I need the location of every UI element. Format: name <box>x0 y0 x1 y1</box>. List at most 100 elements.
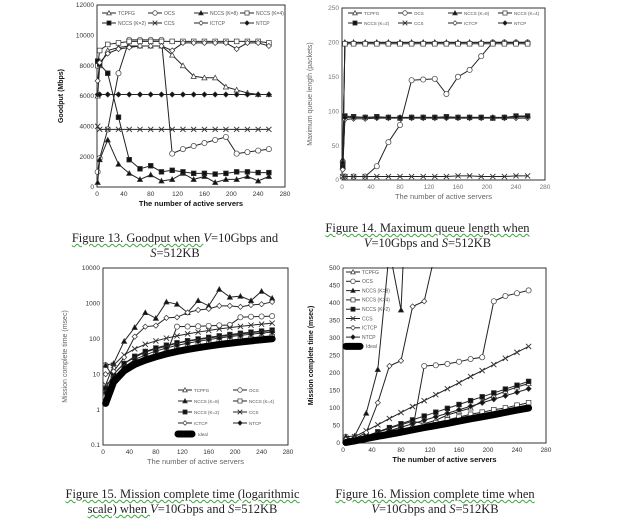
y-tick-label: 100 <box>328 108 339 115</box>
caption-text: Figure 15. Mission complete time (logari… <box>65 487 300 516</box>
marker-diamond-filled <box>184 340 191 347</box>
legend-item: TCPFG <box>178 386 210 393</box>
marker-x <box>184 330 191 337</box>
y-tick-label: 200 <box>328 40 339 47</box>
marker-circle-open <box>269 313 276 320</box>
marker-tri-filled <box>222 176 230 182</box>
legend-label: Ideal <box>366 344 377 350</box>
marker-x <box>431 173 438 180</box>
legend-label: OCS <box>414 11 424 16</box>
marker-x <box>455 172 461 179</box>
marker-diamond-filled <box>524 113 531 120</box>
marker-square-open <box>397 41 403 47</box>
marker-diamond-open <box>409 303 416 310</box>
caption-text: =512KB <box>447 236 492 250</box>
marker-circle-open <box>467 355 474 362</box>
marker-diamond-filled <box>432 413 439 420</box>
series-ccs <box>339 172 531 180</box>
x-tick-label: 280 <box>540 184 551 191</box>
marker-diamond-filled <box>212 91 219 98</box>
marker-diamond-filled <box>408 114 415 121</box>
marker-x <box>524 172 531 179</box>
marker-diamond-open <box>201 39 208 47</box>
marker-square-filled <box>350 306 356 312</box>
marker-diamond-open <box>126 44 133 51</box>
legend-label: CCS <box>362 316 373 322</box>
marker-x <box>466 172 473 179</box>
marker-square-open <box>115 40 122 46</box>
marker-diamond-filled <box>237 332 244 339</box>
caption-text: =10Gbps and <box>211 231 279 245</box>
marker-x <box>501 173 508 180</box>
legend-item: ICTCP <box>448 20 478 26</box>
marker-tri-filled <box>163 298 170 305</box>
y-axis-label: Mission complete time (msec) <box>308 306 315 406</box>
marker-x <box>386 415 393 422</box>
series-nccs-k-4- <box>340 41 531 166</box>
marker-diamond-open <box>452 20 458 26</box>
legend-label: NCCS (K=8) <box>362 288 390 294</box>
plot-area <box>102 285 276 407</box>
marker-diamond-open <box>244 39 251 47</box>
x-tick-label: 280 <box>283 449 294 456</box>
marker-circle-open <box>420 76 427 83</box>
marker-tri-filled <box>198 9 204 16</box>
marker-diamond-open <box>339 166 346 173</box>
marker-x <box>374 421 381 428</box>
caption-text: =10Gbps and <box>371 236 442 250</box>
marker-diamond-filled <box>258 329 265 337</box>
figure-14-caption: Figure 14. Maximum queue length when V=1… <box>305 221 550 251</box>
legend-label: Ideal <box>198 432 208 437</box>
marker-diamond-filled <box>269 328 276 336</box>
series-ntcp <box>94 91 272 98</box>
marker-diamond-open <box>169 47 176 54</box>
legend-label: TCPFG <box>118 11 135 17</box>
y-tick-label: 250 <box>328 5 339 12</box>
legend-item: CCS <box>148 20 175 27</box>
caption-var: V <box>363 236 372 250</box>
marker-circle-open <box>152 10 158 16</box>
marker-x <box>205 327 212 334</box>
y-tick-label: 1 <box>96 407 100 414</box>
legend-item: NCCS (K=4) <box>346 297 390 304</box>
caption-text: =10Gbps and <box>157 502 228 516</box>
marker-square-open <box>501 41 508 47</box>
marker-diamond-open <box>94 77 101 84</box>
marker-square-filled <box>352 20 358 26</box>
marker-circle-open <box>490 298 497 305</box>
marker-diamond-filled <box>396 114 404 121</box>
marker-x <box>443 173 450 180</box>
marker-x <box>190 126 197 133</box>
marker-square-open <box>342 41 348 47</box>
marker-tri-filled <box>194 297 202 304</box>
marker-tri-open <box>190 72 197 79</box>
marker-square-filled <box>456 401 462 408</box>
y-tick-label: 200 <box>329 370 340 377</box>
marker-x <box>502 355 509 362</box>
caption-text: Figure 14. Maximum queue length when <box>325 221 530 235</box>
marker-square-filled <box>105 70 111 76</box>
marker-square-filled <box>148 163 154 169</box>
marker-circle-open <box>184 323 191 330</box>
marker-circle-open <box>226 322 233 329</box>
caption-var: V <box>371 502 379 516</box>
marker-tri-filled <box>94 179 101 185</box>
marker-tri-filled <box>115 160 122 167</box>
legend-label: NCCS (K=8) <box>210 11 238 17</box>
legend-item: NCCS (K=8) <box>346 287 390 294</box>
marker-x <box>248 322 254 329</box>
y-tick-label: 100 <box>329 405 340 412</box>
marker-diamond-open <box>198 20 204 26</box>
caption-text: Figure 16. Mission complete time when <box>335 487 535 501</box>
marker-circle-open <box>443 91 450 98</box>
marker-x <box>408 173 415 180</box>
legend-item: NCCS (K=2) <box>346 306 390 313</box>
marker-diamond-filled <box>489 114 496 121</box>
marker-circle-open <box>454 73 461 80</box>
legend-item: TCPFG <box>348 9 380 16</box>
marker-square-filled <box>212 171 218 177</box>
legend-label: ICTCP <box>194 421 208 426</box>
marker-square-filled <box>233 169 240 175</box>
marker-x <box>226 324 233 331</box>
y-axis-label: Maximum queue length (packets) <box>307 42 314 146</box>
